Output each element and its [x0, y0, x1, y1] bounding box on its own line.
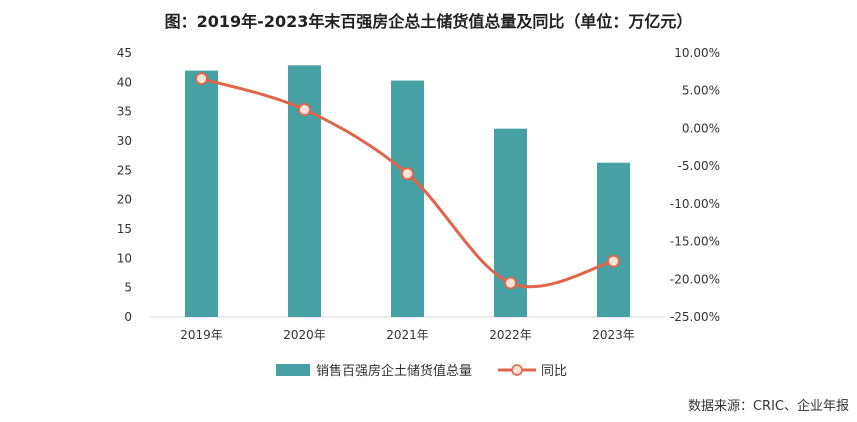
legend: 销售百强房企土储货值总量 同比 [276, 363, 567, 379]
line-point [401, 167, 414, 181]
left-tick-label: 45 [117, 46, 132, 60]
right-tick-label: 10.00% [674, 46, 720, 60]
line-point [195, 72, 208, 86]
right-tick-label: 0.00% [682, 121, 720, 135]
line-point [298, 103, 311, 116]
left-tick-label: 25 [117, 163, 132, 177]
line-point [504, 276, 517, 290]
right-tick-label: -15.00% [670, 235, 720, 249]
left-tick-label: 10 [117, 251, 132, 265]
right-tick-label: -5.00% [678, 159, 720, 173]
bar [597, 162, 630, 317]
x-tick-label: 2019年 [180, 328, 223, 342]
line-point [607, 254, 620, 268]
data-source: 数据来源：CRIC、企业年报 [687, 399, 849, 414]
right-tick-label: -20.00% [670, 272, 720, 286]
left-tick-label: 35 [117, 105, 132, 119]
left-tick-label: 15 [117, 222, 132, 236]
bar [185, 70, 218, 317]
right-tick-label: -10.00% [670, 197, 720, 211]
left-tick-label: 40 [117, 75, 132, 89]
x-tick-label: 2023年 [592, 328, 635, 342]
legend-bar-swatch [276, 364, 310, 376]
x-tick-label: 2022年 [489, 328, 532, 342]
left-tick-label: 0 [124, 310, 132, 324]
right-axis-ticks: -25.00% -20.00% -15.00% -10.00% -5.00% 0.00% 5… [670, 46, 720, 324]
left-tick-label: 30 [117, 134, 132, 148]
legend-line-label: 同比 [541, 364, 567, 379]
chart-title: 图：2019年-2023年末百强房企总土储货值总量及同比（单位：万亿元） [164, 12, 693, 31]
right-tick-label: -25.00% [670, 310, 720, 324]
legend-bar-label: 销售百强房企土储货值总量 [316, 363, 472, 379]
left-tick-label: 20 [117, 193, 132, 207]
right-tick-label: 5.00% [682, 84, 720, 98]
bar [288, 65, 321, 317]
x-tick-label: 2020年 [283, 328, 326, 342]
x-axis-ticks: 2019年 2020年 2021年 2022年 2023年 [180, 328, 635, 342]
x-tick-label: 2021年 [386, 328, 429, 342]
line-series [195, 72, 620, 290]
left-tick-label: 5 [124, 281, 132, 295]
left-axis-ticks: 0 5 10 15 20 25 30 35 40 45 [117, 46, 132, 324]
legend-line-marker [511, 364, 523, 376]
bar [391, 80, 424, 317]
